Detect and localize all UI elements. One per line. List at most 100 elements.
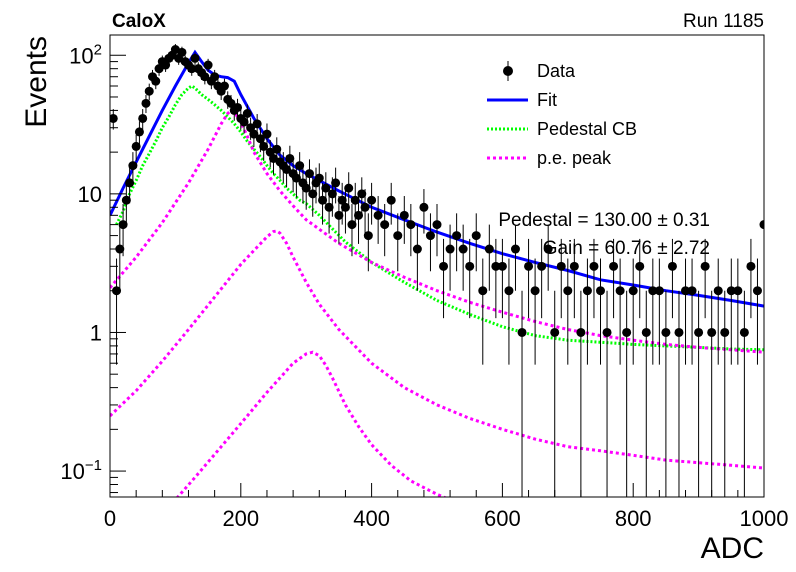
data-point xyxy=(138,113,148,123)
y-axis: 10−1 1 10 102 xyxy=(60,41,126,494)
data-point xyxy=(602,327,612,337)
data-point xyxy=(759,220,764,230)
y-tick-label: 10−1 xyxy=(60,457,102,484)
data-point xyxy=(432,220,442,230)
data-point xyxy=(125,178,135,188)
data-point xyxy=(249,129,259,139)
data-point xyxy=(641,327,651,337)
data-point xyxy=(354,210,364,220)
data-point xyxy=(347,220,357,230)
data-point xyxy=(255,134,265,144)
pe-peak-curve xyxy=(110,229,764,470)
data-point xyxy=(226,98,236,108)
data-point xyxy=(259,141,269,151)
data-point xyxy=(393,231,403,241)
x-axis: 0 200 400 600 800 1000 xyxy=(104,483,788,531)
data-point xyxy=(233,102,243,112)
x-tick-label: 0 xyxy=(104,506,116,531)
data-point xyxy=(530,286,540,296)
legend-label: Fit xyxy=(537,90,557,110)
legend-label: p.e. peak xyxy=(537,148,612,168)
data-point xyxy=(334,210,344,220)
data-point xyxy=(301,183,311,193)
data-point xyxy=(700,261,710,271)
data-point xyxy=(252,119,262,129)
data-point xyxy=(128,161,138,171)
series-layer xyxy=(110,44,764,497)
data-point xyxy=(399,210,409,220)
data-point xyxy=(524,261,534,271)
x-tick-label: 600 xyxy=(484,506,521,531)
data-point xyxy=(337,195,347,205)
data-point xyxy=(674,327,684,337)
data-point xyxy=(121,195,131,205)
data-point xyxy=(314,173,324,183)
legend-marker xyxy=(503,66,513,76)
data-point xyxy=(141,98,151,108)
data-point xyxy=(484,244,494,254)
data-point xyxy=(445,244,455,254)
data-point xyxy=(350,195,360,205)
data-point xyxy=(550,327,560,337)
fit-parameters: Pedestal = 130.00 ± 0.31 Gain = 60.76 ± 2… xyxy=(498,210,710,259)
data-point xyxy=(537,261,547,271)
data-point xyxy=(219,81,229,91)
data-point xyxy=(478,286,488,296)
data-point xyxy=(556,261,566,271)
data-point xyxy=(357,189,367,199)
x-tick-label: 200 xyxy=(222,506,259,531)
data-point xyxy=(635,261,645,271)
data-point xyxy=(609,261,619,271)
data-point xyxy=(471,231,481,241)
data-point xyxy=(569,261,579,271)
pe-peak-curve xyxy=(175,350,448,497)
data-point xyxy=(720,327,730,337)
data-point xyxy=(242,108,252,118)
data-point xyxy=(187,64,197,74)
legend: Data Fit Pedestal CB p.e. peak xyxy=(487,61,637,168)
data-point xyxy=(517,327,527,337)
data-point xyxy=(386,195,396,205)
data-point xyxy=(115,244,125,254)
data-point xyxy=(154,64,164,74)
data-point xyxy=(465,261,475,271)
data-point xyxy=(324,202,334,212)
data-point xyxy=(304,169,314,179)
data-point xyxy=(321,183,331,193)
data-point xyxy=(295,161,305,171)
data-point xyxy=(419,202,429,212)
data-point xyxy=(373,210,383,220)
data-point xyxy=(110,113,118,123)
data-point xyxy=(497,261,507,271)
fit-parameter: Pedestal = 130.00 ± 0.31 xyxy=(498,210,710,231)
data-point xyxy=(131,141,141,151)
pedestal-cb-curve xyxy=(115,84,764,352)
data-point xyxy=(331,178,341,188)
data-point xyxy=(681,286,691,296)
data-point xyxy=(340,202,350,212)
data-point xyxy=(200,72,210,82)
data-point xyxy=(291,173,301,183)
data-point xyxy=(439,261,449,271)
data-point xyxy=(739,327,749,337)
y-axis-title: Events xyxy=(20,36,53,128)
data-point xyxy=(412,244,422,254)
data-point xyxy=(707,327,717,337)
data-point xyxy=(151,76,161,86)
x-tick-label: 400 xyxy=(353,506,390,531)
run-label: Run 1185 xyxy=(683,11,764,32)
data-point xyxy=(327,189,337,199)
data-point xyxy=(582,286,592,296)
x-tick-label: 800 xyxy=(615,506,652,531)
data-point xyxy=(308,189,318,199)
data-point xyxy=(510,244,520,254)
data-point xyxy=(589,261,599,271)
data-point xyxy=(285,153,295,163)
data-point xyxy=(318,195,328,205)
data-point xyxy=(694,327,704,337)
data-point xyxy=(360,202,370,212)
data-point xyxy=(190,53,200,63)
legend-label: Data xyxy=(537,61,576,81)
